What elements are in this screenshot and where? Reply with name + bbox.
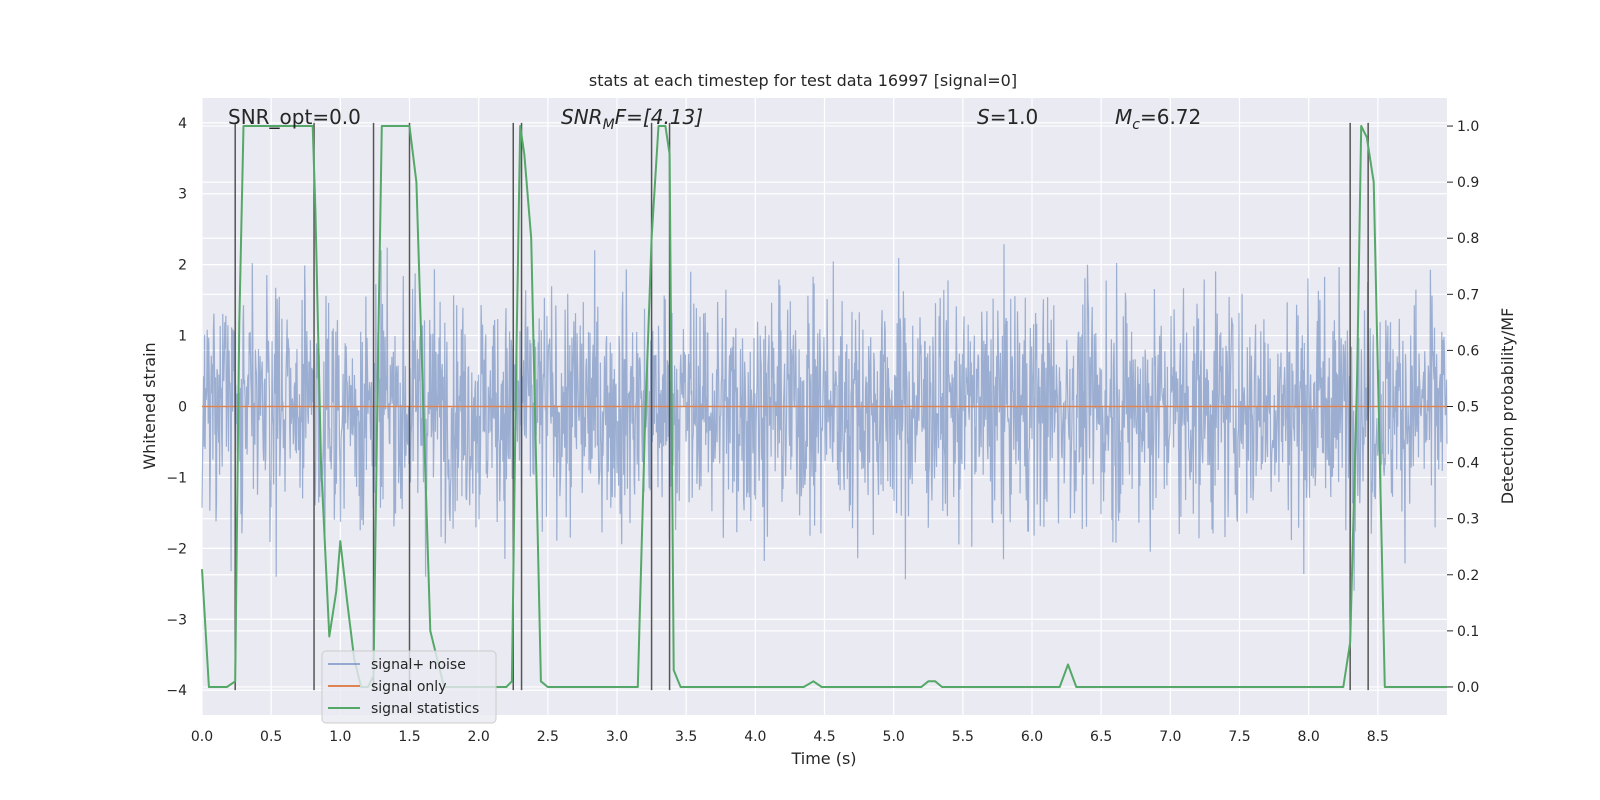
annotation-mc-rest: =6.72	[1140, 105, 1201, 129]
x-tick-label: 8.5	[1367, 729, 1389, 745]
x-tick-label: 8.0	[1298, 729, 1320, 745]
y2-tick-label: 0.1	[1457, 624, 1479, 640]
chart-title: stats at each timestep for test data 169…	[589, 71, 1017, 90]
y-tick-label: −1	[166, 470, 187, 486]
y2-axis-label: Detection probability/MF	[1498, 308, 1517, 505]
y-ticks: −4 −3 −2 −1 0 1 2 3 4	[166, 116, 187, 699]
x-tick-label: 7.5	[1228, 729, 1250, 745]
y-tick-label: −2	[166, 541, 187, 557]
y-tick-label: 4	[178, 116, 187, 132]
x-tick-label: 4.0	[744, 729, 766, 745]
x-tick-label: 2.5	[537, 729, 559, 745]
y-tick-label: 2	[178, 258, 187, 274]
legend-label-noise: signal+ noise	[371, 657, 466, 673]
y2-tick-label: 1.0	[1457, 119, 1479, 135]
signal-statistics-series	[201, 125, 1447, 688]
x-axis-label: Time (s)	[790, 749, 856, 768]
x-ticks: 0.0 0.5 1.0 1.5 2.0 2.5 3.0 3.5 4.0 4.5 5.0 5.5 6.0 6…	[191, 729, 1389, 745]
y2-tick-label: 0.5	[1457, 400, 1479, 416]
y-axis-label: Whitened strain	[140, 342, 159, 469]
annotation-s-main: S	[977, 105, 990, 129]
x-tick-label: 1.0	[329, 729, 351, 745]
annotation-mc-main: M	[1115, 105, 1132, 129]
x-tick-label: 3.0	[606, 729, 628, 745]
x-tick-label: 5.0	[883, 729, 905, 745]
y-tick-label: −3	[166, 612, 187, 628]
legend-label-stats: signal statistics	[371, 701, 479, 717]
y2-tick-label: 0.4	[1457, 456, 1479, 472]
x-tick-label: 7.0	[1159, 729, 1181, 745]
x-tick-label: 0.0	[191, 729, 213, 745]
y-tick-label: 1	[178, 329, 187, 345]
annotation-mc: Mc=6.72	[1115, 105, 1201, 133]
y2-tick-label: 0.2	[1457, 568, 1479, 584]
legend-label-signal: signal only	[371, 679, 446, 695]
x-tick-label: 6.5	[1090, 729, 1112, 745]
signal-statistics-line	[201, 125, 1447, 688]
annotation-snr-mf-rest: F=[4.13]	[615, 105, 703, 129]
y2-ticks: 0.0 0.1 0.2 0.3 0.4 0.5 0.6 0.7 0.8 0.9 1.0	[1447, 119, 1479, 696]
y2-tick-label: 0.0	[1457, 680, 1479, 696]
legend: signal+ noise signal only signal statist…	[321, 650, 497, 724]
annotation-s-rest: =1.0	[990, 105, 1039, 129]
annotation-snr-opt: SNR_opt=0.0	[228, 105, 361, 129]
x-tick-label: 5.5	[952, 729, 974, 745]
x-tick-label: 3.5	[675, 729, 697, 745]
annotation-mc-sub: c	[1132, 117, 1140, 133]
x-tick-label: 6.0	[1021, 729, 1043, 745]
x-tick-label: 1.5	[398, 729, 420, 745]
x-tick-label: 2.0	[468, 729, 490, 745]
y2-tick-label: 0.8	[1457, 231, 1479, 247]
x-tick-label: 0.5	[260, 729, 282, 745]
annotation-snr-mf-sub: M	[603, 117, 615, 133]
legend-box	[321, 650, 497, 724]
vertical-markers	[234, 122, 1369, 691]
x-tick-label: 4.5	[813, 729, 835, 745]
annotation-s: S=1.0	[977, 105, 1038, 129]
y2-tick-label: 0.3	[1457, 512, 1479, 528]
annotation-snr-mf-main: SNR	[561, 105, 603, 129]
y-tick-label: 0	[178, 400, 187, 416]
y-tick-label: 3	[178, 187, 187, 203]
y2-tick-label: 0.9	[1457, 175, 1479, 191]
y2-tick-label: 0.6	[1457, 343, 1479, 359]
annotation-snr-mf: SNRMF=[4.13]	[561, 105, 703, 133]
y2-tick-label: 0.7	[1457, 287, 1479, 303]
y-tick-label: −4	[166, 683, 187, 699]
